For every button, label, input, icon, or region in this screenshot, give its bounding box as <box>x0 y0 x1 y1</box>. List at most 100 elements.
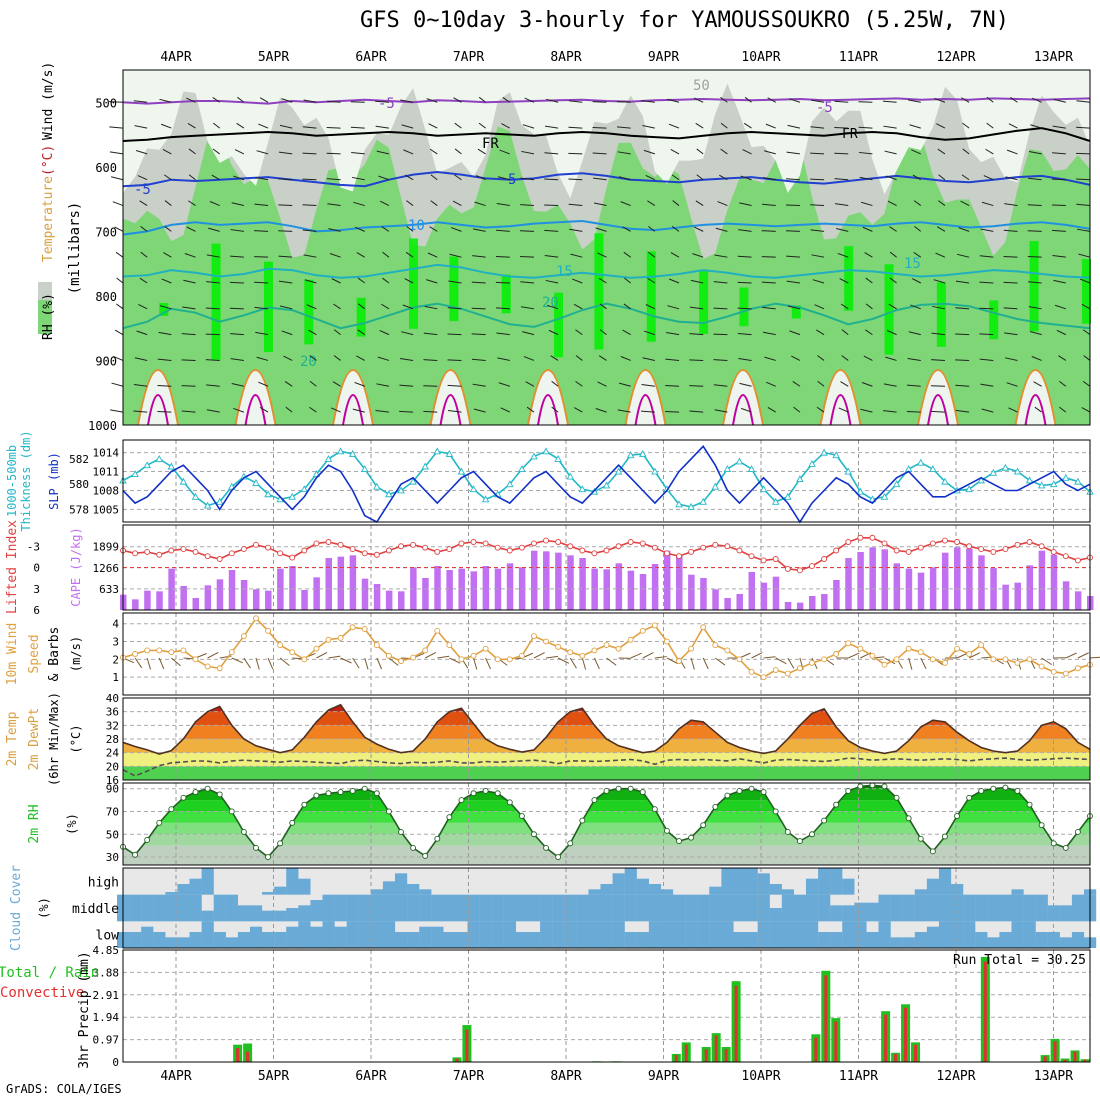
pressure-tick: 600 <box>95 161 117 175</box>
cape-bar <box>954 547 961 610</box>
rh2m-line-point <box>917 835 924 842</box>
cape-bar <box>192 598 200 610</box>
wind-barb <box>279 124 293 129</box>
lifted-index-line-point <box>700 544 707 551</box>
wind-barb <box>326 152 341 155</box>
cloud-bar <box>624 932 637 948</box>
wind-barb <box>382 277 390 284</box>
wind-barb <box>230 229 244 232</box>
dewpt-label: 2m DewPt <box>27 708 42 771</box>
wind-barb <box>811 254 825 258</box>
rh-moist-streak <box>699 269 709 334</box>
wind-barb <box>308 329 317 336</box>
cape-bar <box>398 591 405 610</box>
rh2m-line-point <box>784 829 791 835</box>
wind-barb <box>1027 230 1042 232</box>
cloud-bar <box>310 926 323 948</box>
cloud-bar <box>503 894 516 922</box>
cape-bar <box>821 594 828 610</box>
lifted-index-line-point <box>1002 546 1009 553</box>
wind-barb <box>430 174 438 181</box>
lifted-index-line-point <box>313 540 320 547</box>
wind-barb <box>472 255 486 258</box>
wind-speed-line-point <box>954 645 960 652</box>
cloud-bar <box>382 921 396 948</box>
cloud-bar <box>129 932 142 948</box>
wind-barb <box>837 252 849 258</box>
cloud-bar <box>793 894 807 922</box>
rh2m-line-point <box>180 794 187 801</box>
wind-barb <box>986 96 994 103</box>
surface-wind-barb <box>1041 657 1052 666</box>
wind-barb <box>447 333 462 336</box>
wind-barb <box>353 201 365 207</box>
cloud-bar <box>757 921 770 948</box>
wind-barb <box>785 204 800 207</box>
cloud-bar <box>213 894 226 922</box>
rh2m-line-point <box>132 851 139 858</box>
wind-barb <box>134 125 148 129</box>
cape-bar <box>289 566 296 610</box>
cloud-bar <box>999 932 1012 948</box>
wind-barb <box>477 148 486 155</box>
wind-barb <box>787 124 801 129</box>
rh2m-line-point <box>942 833 948 840</box>
wind-barb <box>550 355 559 361</box>
wind-speed-line-point <box>1026 656 1033 663</box>
cloud-bar <box>842 921 855 948</box>
wind-barb <box>230 333 244 336</box>
rh2m-line-point <box>434 835 441 842</box>
wind-barb <box>863 355 873 361</box>
wind-barb <box>788 98 801 103</box>
wind-barb <box>551 406 559 413</box>
surface-wind-barb <box>908 657 913 670</box>
cape-bar <box>349 555 357 610</box>
wind-barb <box>643 330 656 336</box>
wind-barb <box>278 280 293 284</box>
cloud-bar <box>685 894 698 922</box>
rh-moist-streak <box>989 300 999 340</box>
wind-barb <box>598 355 607 361</box>
cape-bar <box>808 596 816 610</box>
lifted-index-line-point <box>228 550 235 557</box>
wind-barb <box>186 226 196 232</box>
cloud-bar <box>926 894 940 922</box>
wind-barb <box>352 408 365 413</box>
lifted-index-line-point <box>1014 541 1021 548</box>
precip-axis-label: 3hr Precip (mm) <box>77 951 92 1068</box>
surface-wind-barb <box>1065 652 1077 659</box>
cloud-bar <box>588 921 601 948</box>
wind-speed-line-point <box>398 658 404 665</box>
cape-bar <box>1026 565 1034 610</box>
wind-barb <box>618 176 631 181</box>
hot-lobe <box>244 394 267 426</box>
wind-barb <box>641 384 655 387</box>
wind-barb <box>696 148 704 155</box>
wind-barb <box>622 226 631 232</box>
cloud-bar <box>938 894 952 922</box>
wind-barb <box>234 149 245 155</box>
wind-barb <box>135 150 148 155</box>
rh2m-line-point <box>192 789 199 796</box>
lifted-index-line-point <box>361 550 368 557</box>
cloud-bar <box>177 937 190 948</box>
wind-barb <box>164 174 172 181</box>
wind-barb <box>1052 152 1066 155</box>
wind-speed-line-point <box>301 656 308 663</box>
wind-barb <box>764 356 776 361</box>
wind-barb <box>453 97 462 103</box>
wind-barb <box>955 307 970 310</box>
li-tick: 0 <box>33 562 40 575</box>
cloud-bar <box>274 886 287 895</box>
wind-barb <box>667 98 680 103</box>
wind-speed-line-point <box>422 647 429 654</box>
thickness-line-point <box>457 467 466 475</box>
lifted-index-line-point <box>325 539 332 545</box>
rh2m-line-point <box>833 801 840 808</box>
cloud-bar <box>818 894 831 922</box>
cloud-bar <box>673 894 686 922</box>
isotherm-line <box>122 263 1091 279</box>
wind-barb <box>983 175 994 181</box>
total-rain-label: Total / Rain <box>0 965 99 981</box>
rh-moist-streak <box>844 246 854 311</box>
